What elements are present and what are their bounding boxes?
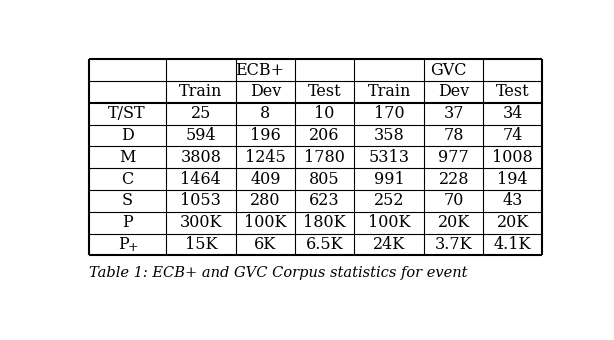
Text: 20K: 20K xyxy=(438,214,470,231)
Text: C: C xyxy=(121,171,133,188)
Text: Table 1: ECB+ and GVC Corpus statistics for event: Table 1: ECB+ and GVC Corpus statistics … xyxy=(88,266,467,280)
Text: 1008: 1008 xyxy=(492,149,533,166)
Text: 24K: 24K xyxy=(373,236,405,253)
Text: 409: 409 xyxy=(251,171,281,188)
Text: 991: 991 xyxy=(374,171,405,188)
Text: Train: Train xyxy=(179,83,222,100)
Text: 6K: 6K xyxy=(254,236,277,253)
Text: 196: 196 xyxy=(250,127,281,144)
Text: 194: 194 xyxy=(497,171,528,188)
Text: 70: 70 xyxy=(443,192,464,209)
Text: 5313: 5313 xyxy=(368,149,410,166)
Text: 623: 623 xyxy=(309,192,340,209)
Text: 34: 34 xyxy=(502,105,523,122)
Text: 280: 280 xyxy=(251,192,281,209)
Text: 300K: 300K xyxy=(180,214,222,231)
Text: 6.5K: 6.5K xyxy=(306,236,343,253)
Text: 1780: 1780 xyxy=(304,149,345,166)
Text: 252: 252 xyxy=(374,192,405,209)
Text: 100K: 100K xyxy=(368,214,410,231)
Text: 100K: 100K xyxy=(244,214,287,231)
Text: D: D xyxy=(121,127,133,144)
Text: 180K: 180K xyxy=(303,214,346,231)
Text: Test: Test xyxy=(308,83,341,100)
Text: 358: 358 xyxy=(374,127,405,144)
Text: P: P xyxy=(118,236,129,253)
Text: Dev: Dev xyxy=(250,83,281,100)
Text: 37: 37 xyxy=(443,105,464,122)
Text: 78: 78 xyxy=(443,127,464,144)
Text: 74: 74 xyxy=(502,127,523,144)
Text: 10: 10 xyxy=(314,105,335,122)
Text: 3.7K: 3.7K xyxy=(435,236,473,253)
Text: M: M xyxy=(119,149,135,166)
Text: 228: 228 xyxy=(438,171,469,188)
Text: 15K: 15K xyxy=(185,236,217,253)
Text: 170: 170 xyxy=(374,105,405,122)
Text: 594: 594 xyxy=(185,127,216,144)
Text: ECB+: ECB+ xyxy=(235,62,284,79)
Text: 20K: 20K xyxy=(497,214,529,231)
Text: 805: 805 xyxy=(309,171,340,188)
Text: 3808: 3808 xyxy=(181,149,221,166)
Text: P: P xyxy=(122,214,133,231)
Text: 1245: 1245 xyxy=(245,149,286,166)
Text: 206: 206 xyxy=(309,127,340,144)
Text: GVC: GVC xyxy=(430,62,466,79)
Text: 25: 25 xyxy=(191,105,211,122)
Text: Dev: Dev xyxy=(438,83,469,100)
Text: 43: 43 xyxy=(502,192,523,209)
Text: 8: 8 xyxy=(260,105,271,122)
Text: Test: Test xyxy=(496,83,529,100)
Text: 1464: 1464 xyxy=(181,171,221,188)
Text: Train: Train xyxy=(367,83,411,100)
Text: 977: 977 xyxy=(438,149,469,166)
Text: 1053: 1053 xyxy=(181,192,221,209)
Text: +: + xyxy=(128,241,138,254)
Text: 4.1K: 4.1K xyxy=(494,236,531,253)
Text: S: S xyxy=(122,192,133,209)
Text: T/ST: T/ST xyxy=(108,105,146,122)
